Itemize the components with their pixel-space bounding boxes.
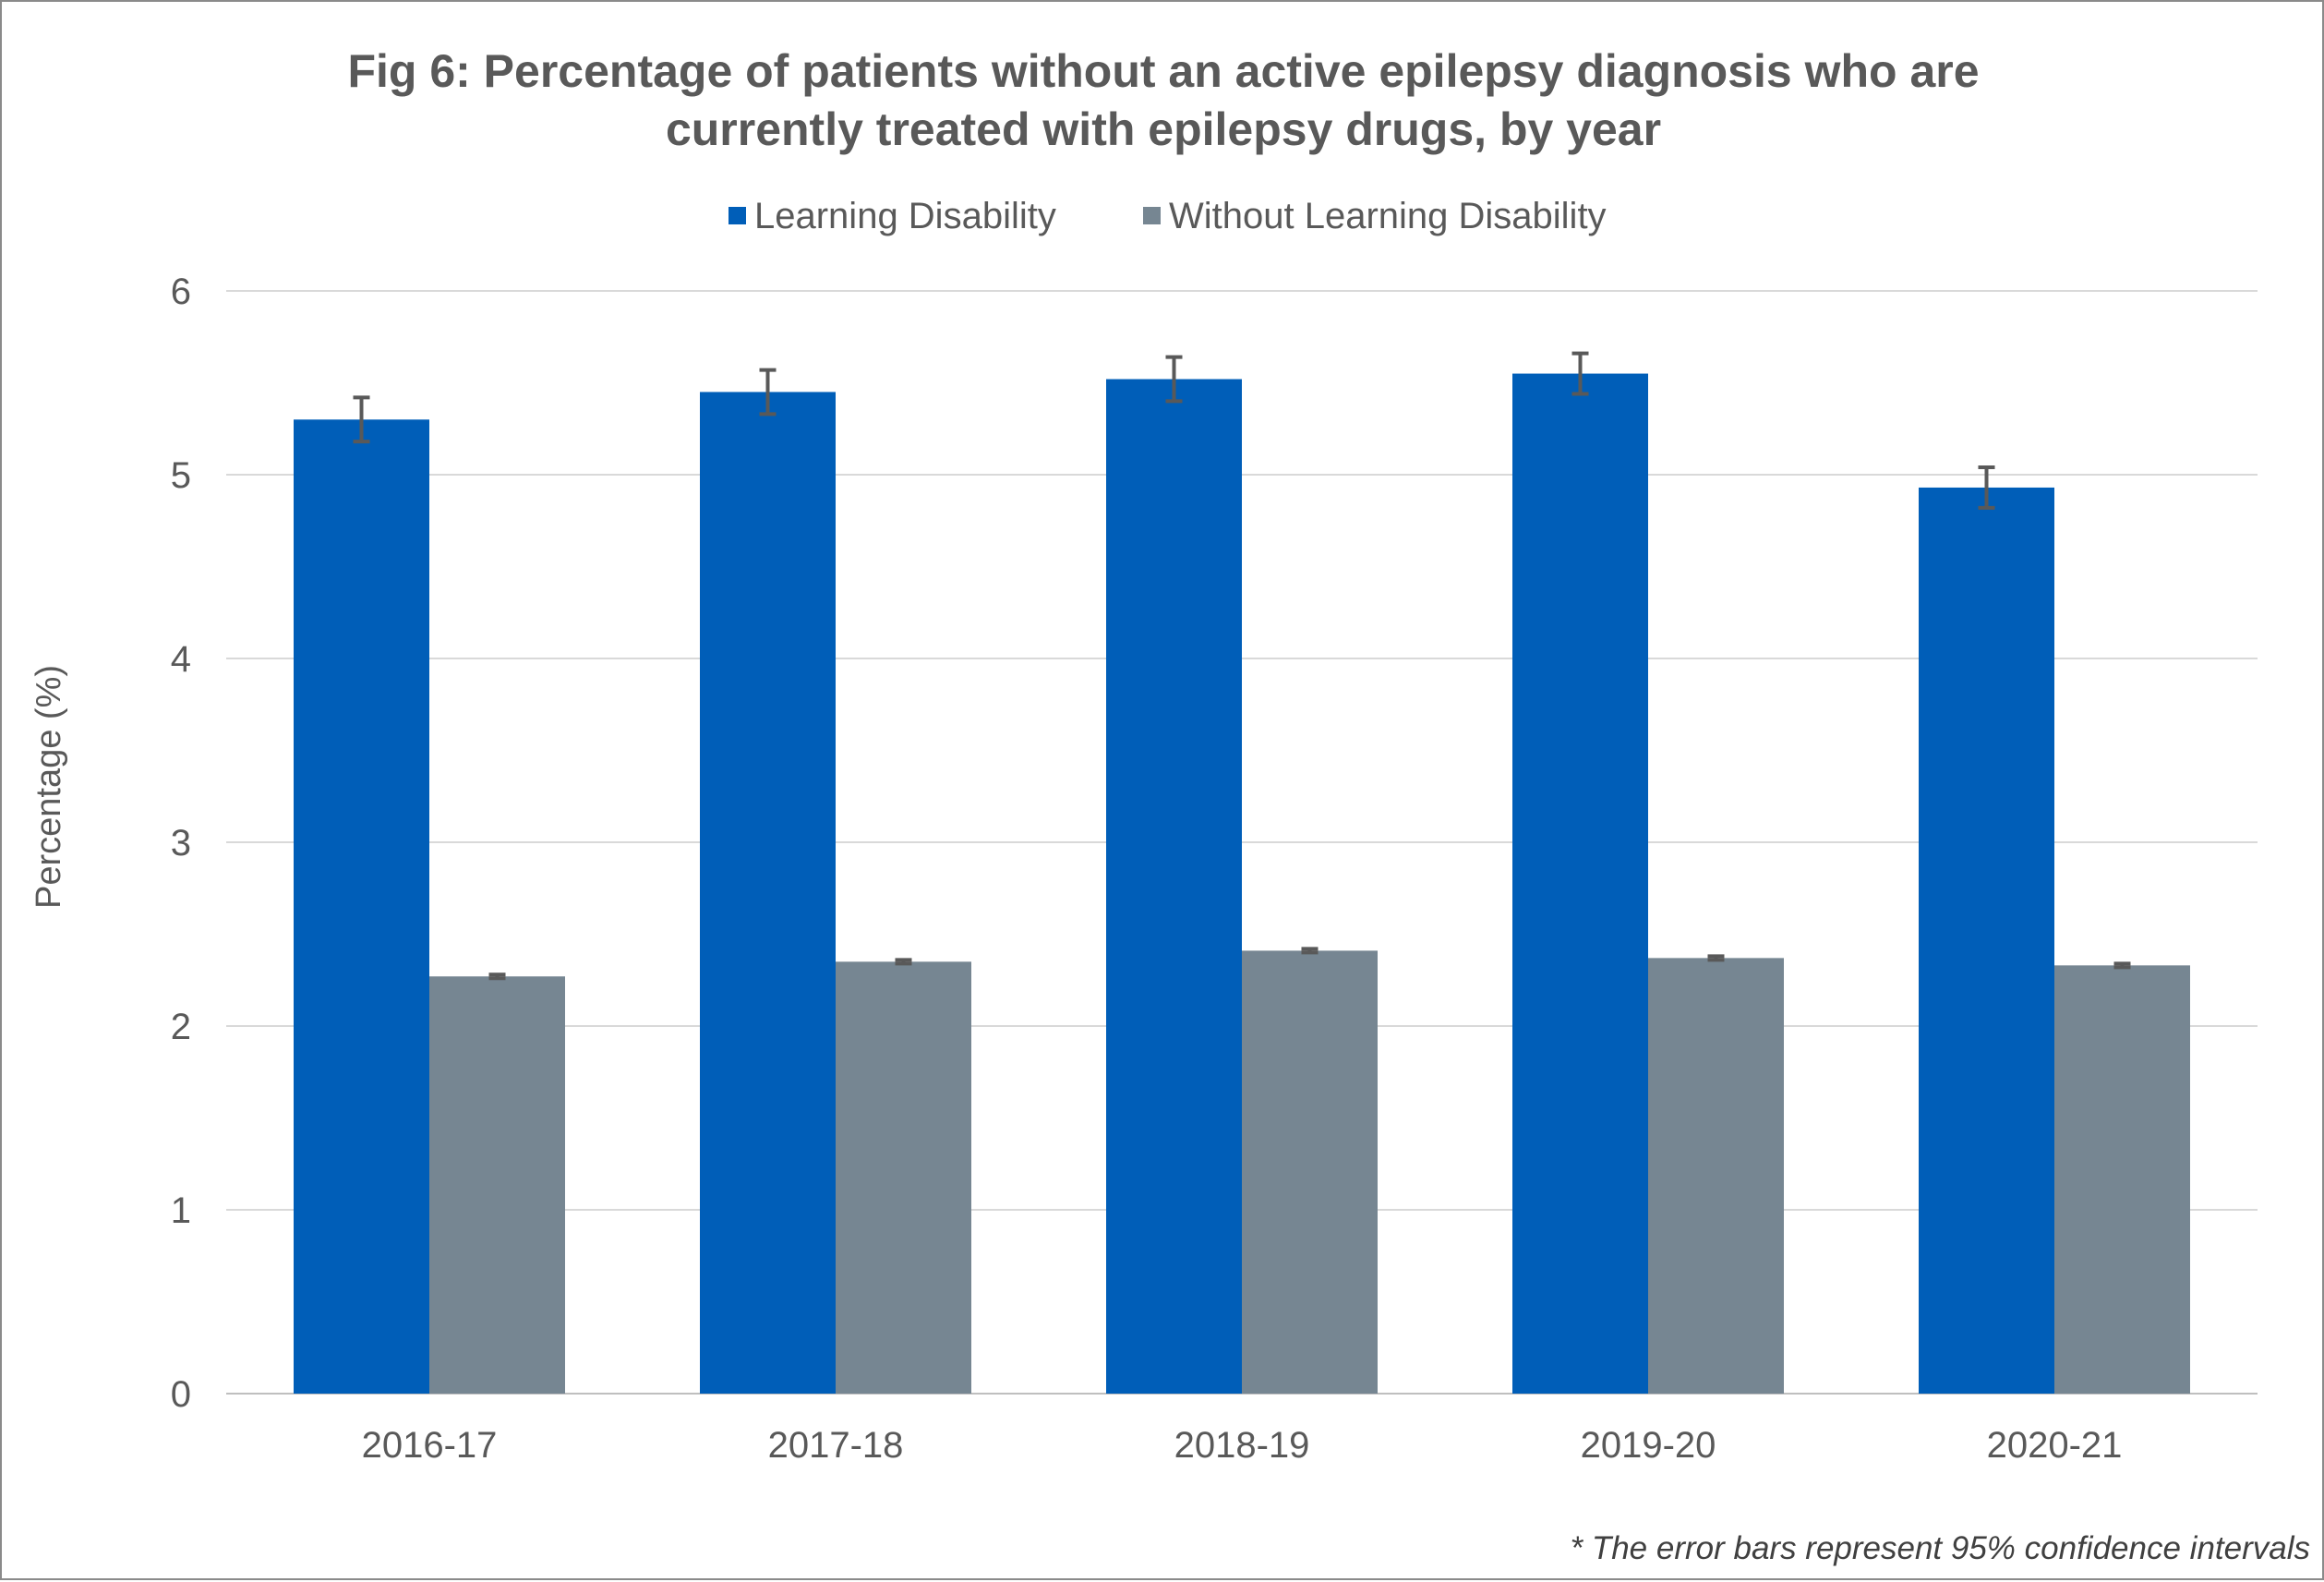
y-tick-label: 4 [171,639,191,680]
bar-learning-disability-2019-20 [1512,373,1648,1394]
bar-learning-disability-2016-17 [294,419,429,1394]
y-tick-label: 6 [171,272,191,312]
axes: 0 1 2 3 4 5 6 2016-17 2017-18 2018-19 2019-20 2020-… [171,272,2123,1466]
legend-swatch [1143,207,1161,224]
bars [294,373,2190,1395]
legend-swatch [729,207,746,224]
bar-learning-disability-2020-21 [1919,487,2054,1394]
bar-without-learning-disability-2018-19 [1242,950,1378,1394]
chart-title-line-1: Fig 6: Percentage of patients without an… [347,45,1979,97]
y-tick-label: 1 [171,1190,191,1231]
error-bar [488,972,506,981]
x-tick-label: 2017-18 [768,1425,904,1466]
error-bar [1707,954,1725,962]
bar-learning-disability-2017-18 [700,392,836,1395]
y-tick-label: 2 [171,1007,191,1047]
y-axis-label: Percentage (%) [30,665,68,909]
x-tick-label: 2020-21 [1987,1425,2123,1466]
legend-label: Without Learning Disability [1169,196,1607,236]
legend-item-without-learning-disability: Without Learning Disability [1143,196,1607,236]
bar-without-learning-disability-2019-20 [1648,958,1784,1394]
error-bar [895,958,912,966]
x-tick-label: 2018-19 [1174,1425,1310,1466]
legend-label: Learning Disability [754,196,1056,236]
error-bar [1165,355,1183,404]
y-tick-label: 3 [171,823,191,863]
error-bars [353,351,2131,981]
error-bar [1978,465,1995,510]
legend-item-learning-disability: Learning Disability [729,196,1056,236]
error-bar [1301,947,1319,955]
x-tick-label: 2016-17 [362,1425,498,1466]
y-tick-label: 0 [171,1374,191,1415]
bar-without-learning-disability-2020-21 [2054,965,2190,1394]
error-bar [2113,961,2131,970]
legend: Learning Disability Without Learning Disa… [729,196,1607,236]
error-bar [1571,351,1589,396]
bar-learning-disability-2018-19 [1106,379,1242,1394]
bar-without-learning-disability-2016-17 [429,976,565,1394]
chart-title-line-2: currently treated with epilepsy drugs, b… [666,103,1661,155]
error-bar [759,368,777,417]
error-bar [353,395,370,444]
y-tick-label: 5 [171,455,191,496]
footnote: * The error bars represent 95% confidenc… [1570,1530,2310,1566]
bar-without-learning-disability-2017-18 [836,961,971,1394]
x-tick-label: 2019-20 [1581,1425,1716,1466]
